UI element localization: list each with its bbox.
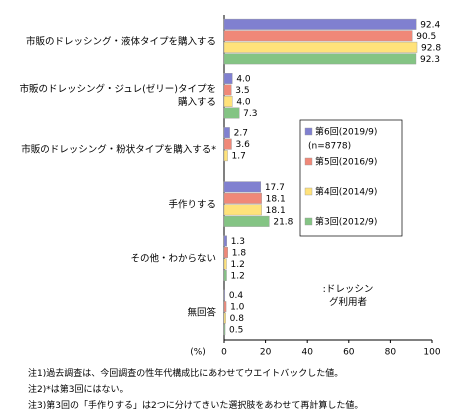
value-label: 1.2 [230, 260, 244, 270]
bar [223, 215, 270, 227]
bar [223, 247, 228, 258]
value-label: 90.5 [416, 32, 436, 42]
x-tick-label: 40 [301, 348, 313, 358]
bar [223, 192, 262, 204]
bar [223, 270, 227, 281]
value-label: 1.2 [230, 272, 244, 282]
value-label: 3.6 [235, 140, 250, 150]
value-label: 1.3 [231, 237, 245, 247]
value-label: 0.4 [229, 291, 244, 301]
legend-swatch [304, 127, 313, 136]
value-label: 7.3 [243, 109, 257, 119]
bar [223, 181, 262, 193]
legend-swatch [304, 187, 313, 196]
value-label: 17.7 [265, 183, 285, 193]
footnote: 注2)*は第3回にはない。 [28, 385, 129, 395]
value-label: 1.0 [230, 303, 245, 313]
x-tick-label: 20 [260, 348, 272, 358]
value-label: 0.5 [229, 326, 243, 336]
value-label: 18.1 [266, 194, 286, 204]
value-label: 1.8 [232, 249, 247, 259]
value-label: 92.4 [420, 20, 440, 30]
x-axis-label: (%) [190, 348, 206, 358]
legend-label: 第4回(2014/9) [315, 186, 377, 198]
bar [223, 53, 417, 65]
bar [223, 301, 227, 313]
legend-label: 第3回(2012/9) [315, 216, 377, 228]
category-label: 市販のドレッシング・液体タイプを購入する [25, 36, 216, 48]
bar [223, 84, 232, 96]
bar [223, 138, 232, 150]
bar [223, 127, 230, 139]
category-label: その他・わからない [130, 253, 216, 265]
bar [223, 324, 226, 336]
category-label: 市販のドレッシング・粉状タイプを購入する* [21, 144, 216, 156]
x-tick-label: 0 [221, 348, 227, 358]
value-label: 4.0 [236, 98, 251, 108]
category-label: 手作りする [168, 199, 216, 211]
bar [223, 30, 413, 42]
value-label: 92.8 [421, 43, 441, 53]
value-label: 2.7 [234, 129, 248, 139]
legend-swatch [304, 157, 313, 166]
x-tick-label: 80 [385, 348, 397, 358]
bar [223, 289, 226, 301]
category-label: 無回答 [187, 307, 216, 319]
category-label: 市販のドレッシング・ジュレ(ゼリー)タイプを購入する [19, 84, 216, 109]
legend-swatch [304, 217, 313, 226]
footnote: 注1)過去調査は、今回調査の性年代構成比にあわせてウエイトバックした値。 [28, 369, 344, 379]
legend-label: 第6回(2019/9) [315, 126, 377, 138]
footnote: 注3)第3回の「手作りする」は2つに分けてきいた選択肢をあわせて再計算した値。 [28, 401, 364, 411]
legend-label: 第5回(2016/9) [315, 156, 377, 168]
value-label: 3.5 [235, 86, 249, 96]
bar [223, 73, 233, 84]
legend-note: (n=8778) [308, 142, 351, 152]
annotation: :ドレッシング利用者 [322, 284, 374, 308]
x-tick-label: 60 [343, 348, 355, 358]
bar [223, 18, 417, 30]
bar [223, 96, 233, 107]
bar [223, 150, 228, 162]
value-label: 18.1 [266, 206, 286, 216]
bar [223, 204, 262, 216]
x-tick-label: 100 [423, 348, 440, 358]
bar [223, 41, 418, 53]
bar [223, 312, 226, 324]
bar [223, 235, 227, 247]
value-label: 92.3 [420, 55, 440, 65]
value-label: 21.8 [273, 217, 293, 227]
value-label: 0.8 [230, 314, 245, 324]
legend-box [299, 119, 403, 237]
value-label: 4.0 [236, 75, 251, 85]
bar [223, 107, 240, 119]
value-label: 1.7 [232, 152, 246, 162]
bar [223, 258, 227, 270]
